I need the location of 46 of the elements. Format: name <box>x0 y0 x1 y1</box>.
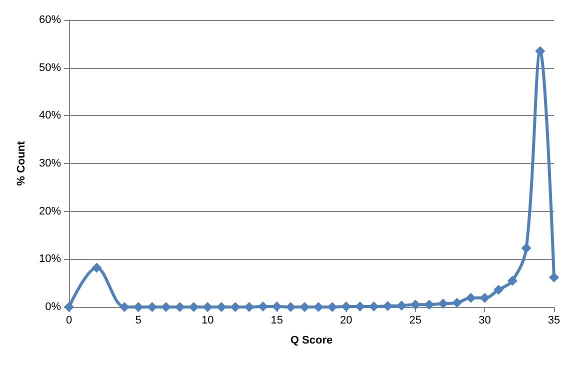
y-tick-label: 30% <box>38 158 62 170</box>
point <box>161 302 171 312</box>
point <box>286 302 296 312</box>
point <box>119 302 130 312</box>
y-tick-label: 60% <box>38 14 62 26</box>
y-tick-label: 40% <box>38 110 62 122</box>
y-tick-label: 0% <box>45 301 62 313</box>
x-tick-label: 10 <box>201 314 214 326</box>
point <box>382 301 393 312</box>
point <box>92 262 102 273</box>
y-tick-label: 50% <box>38 62 62 74</box>
point <box>341 302 352 312</box>
point <box>147 302 158 312</box>
point <box>410 300 420 310</box>
x-tick-label: 30 <box>478 314 491 326</box>
x-tick-label: 25 <box>409 314 422 326</box>
y-tick-label: 10% <box>38 253 62 266</box>
x-tick-label: 5 <box>135 314 142 326</box>
point <box>438 298 448 309</box>
point <box>424 300 434 310</box>
x-tick-label: 0 <box>66 314 72 326</box>
point <box>466 292 476 303</box>
point <box>549 272 559 282</box>
x-axis-title: Q Score <box>290 334 333 346</box>
point <box>494 284 504 295</box>
x-tick-label: 20 <box>340 314 352 326</box>
y-axis-title: % Count <box>16 140 28 186</box>
point <box>188 302 199 312</box>
point <box>480 292 490 303</box>
y-tick-label: 20% <box>38 205 62 218</box>
point <box>355 302 365 312</box>
x-tick-label: 35 <box>548 314 560 326</box>
point <box>230 302 240 312</box>
point <box>521 243 532 254</box>
point <box>452 298 462 308</box>
point <box>174 302 185 312</box>
point <box>507 276 518 286</box>
point <box>396 300 407 311</box>
point <box>133 302 144 312</box>
point <box>535 46 546 56</box>
x-tick-label: 15 <box>270 314 283 326</box>
point <box>327 302 338 312</box>
point <box>272 302 282 312</box>
point <box>244 302 254 312</box>
point <box>368 302 379 312</box>
point <box>258 302 268 312</box>
